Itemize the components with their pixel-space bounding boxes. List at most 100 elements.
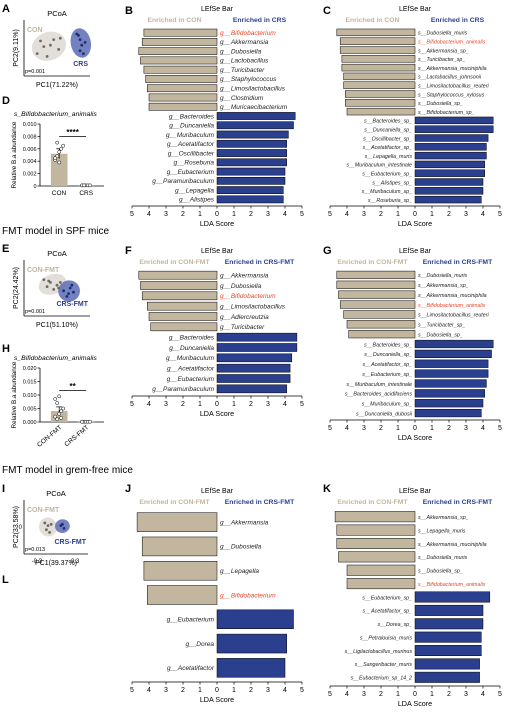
bar-label: g__Akkermansia — [220, 272, 269, 279]
bar-label: g__Bifidobacterium — [220, 30, 276, 37]
legend-left: Enriched in CON-FMT — [139, 259, 210, 266]
bar-label: g__Bacteroides — [169, 334, 215, 341]
lefse-bar — [216, 186, 284, 194]
x-tick-label: 4 — [345, 425, 349, 432]
x-tick-label: 5 — [130, 211, 134, 218]
bar-label: s__Bacteroides_sp_ — [364, 119, 412, 125]
pcoa-point — [49, 43, 52, 47]
lefse-bar — [339, 46, 416, 54]
panel-letter-g: G — [323, 245, 332, 257]
lefse-bar — [414, 618, 484, 630]
x-tick-label: 2 — [249, 211, 253, 218]
y-tick-label: 0.000 — [23, 420, 37, 426]
series-label-crs: CRS — [73, 61, 88, 68]
lefse-bar — [216, 633, 287, 654]
pcoa-point — [47, 279, 51, 283]
lefse-bar — [143, 65, 218, 74]
pcoa-point — [57, 48, 61, 51]
legend-right: Enriched in CRS-FMT — [225, 259, 295, 266]
bar-label: s__Acetatifactor_sp_ — [363, 609, 413, 615]
x-tick-label: 3 — [362, 425, 366, 432]
x-tick-label: 4 — [283, 211, 287, 218]
lefse-title: LEfSe Bar — [201, 248, 234, 255]
bar-label: s__Roseburia_sp_ — [368, 198, 412, 204]
bar-label: g__Acetatifactor — [167, 665, 215, 672]
bar-label: g__Acetatifactor — [167, 141, 215, 148]
pcoa-point — [55, 283, 59, 287]
pcoa-point — [49, 522, 53, 526]
x-tick-label: 5 — [300, 211, 304, 218]
bar-label: s__Turicibacter_sp_ — [418, 323, 465, 329]
bar-label: s__Dorea_sp_ — [378, 622, 413, 628]
x-tick-label: 5 — [328, 425, 332, 432]
sample-point — [55, 140, 60, 145]
pcoa-point — [70, 283, 74, 287]
x-tick-label: 3 — [464, 211, 468, 218]
bar-label: s__Akkermansia_muciniphila — [418, 293, 487, 299]
bar-label: g__Staphylococcus — [220, 76, 277, 83]
x-tick-label: 3 — [266, 211, 270, 218]
lefse-bar — [138, 47, 218, 56]
x-tick-label: 5 — [130, 401, 134, 408]
bar-label: g__Bacteroides — [169, 113, 215, 120]
sample-point — [53, 397, 58, 401]
x-axis-label: LDA Score — [200, 695, 234, 704]
pcoa-point — [52, 288, 56, 291]
y-axis-label: Relative B.a abundance — [11, 361, 18, 428]
x-tick-label: 3 — [266, 401, 270, 408]
x-tick-label: 4 — [481, 211, 485, 218]
bar-label: s__Eubacterium_sp_ — [362, 595, 412, 601]
sample-point — [61, 406, 66, 411]
x-tick-label: 3 — [164, 401, 168, 408]
category-label: CRS — [79, 190, 93, 197]
lefse-bar — [336, 28, 416, 37]
section-title-fmt-germ-free: FMT model in grem-free mice — [2, 465, 133, 476]
x-axis-label: PC1(71.22%) — [36, 82, 78, 89]
bar-label: g__Dubosiella — [220, 48, 262, 55]
lefse-bar — [346, 107, 416, 116]
lefse-bar — [143, 28, 218, 37]
pcoa-panel-e: PCoA CON-FMT CRS-FMT p=0.001 PC1(51.10%) PC2(… — [13, 249, 90, 329]
panel-letter-b: B — [125, 5, 133, 17]
x-tick-label: 5 — [328, 211, 332, 218]
lefse-bar — [338, 290, 416, 299]
lefse-bar — [148, 312, 218, 321]
x-tick-label: 5 — [130, 687, 134, 694]
lefse-bar — [343, 310, 416, 319]
abundance-bar — [50, 410, 68, 422]
bar-label: g__Turicibacter — [220, 324, 265, 331]
bar-label: g__Bifidobacterium — [220, 293, 276, 300]
pcoa-point — [68, 286, 72, 290]
x-axis-label: LDA Score — [398, 699, 432, 708]
bar-label: s__Eubacterium_sp_14_2 — [350, 676, 412, 682]
bar-label: s__Bacteroides_sp_ — [364, 342, 412, 348]
lefse-bar — [336, 270, 416, 280]
pcoa-point — [78, 49, 82, 53]
lefse-bar — [143, 560, 218, 581]
lefse-bar — [414, 591, 491, 603]
bar-label: s__Bifidobacterium_animalis — [418, 582, 486, 588]
series-label-crs: CRS-FMT — [57, 301, 89, 308]
lefse-bar — [336, 524, 416, 536]
lefse-bar — [414, 339, 494, 349]
bar-label: g__Alistipes — [179, 197, 215, 204]
bar-label: s__Dubosiella_sp_ — [418, 332, 463, 338]
bar-label: s__Ligilactobacillus_murinus — [345, 649, 413, 655]
bar-label: s__Muribaculum_intestinale — [346, 382, 412, 388]
x-tick-label: 5 — [300, 401, 304, 408]
section-title-fmt-spf: FMT model in SPF mice — [2, 226, 110, 237]
sample-point — [88, 419, 92, 424]
abundance-bar — [50, 153, 68, 186]
bar-label: g__Limosilactobacillus — [220, 86, 286, 93]
lefse-bar — [216, 130, 289, 139]
bar-label: s__Akkermansia_sp_ — [418, 515, 469, 521]
bar-label: g__Limosilactobacillus — [220, 303, 286, 310]
lefse-title: LEfSe Bar — [201, 488, 234, 495]
lefse-bar — [341, 55, 416, 63]
x-tick-label: 1 — [198, 687, 202, 694]
x-axis-label: PC1(51.10%) — [36, 322, 78, 329]
bar-label: g__Duncaniella — [169, 345, 214, 352]
y-tick-label: 0 — [33, 184, 36, 190]
lefse-bar — [345, 90, 416, 98]
bar-label: g__Duncaniella — [169, 123, 214, 130]
